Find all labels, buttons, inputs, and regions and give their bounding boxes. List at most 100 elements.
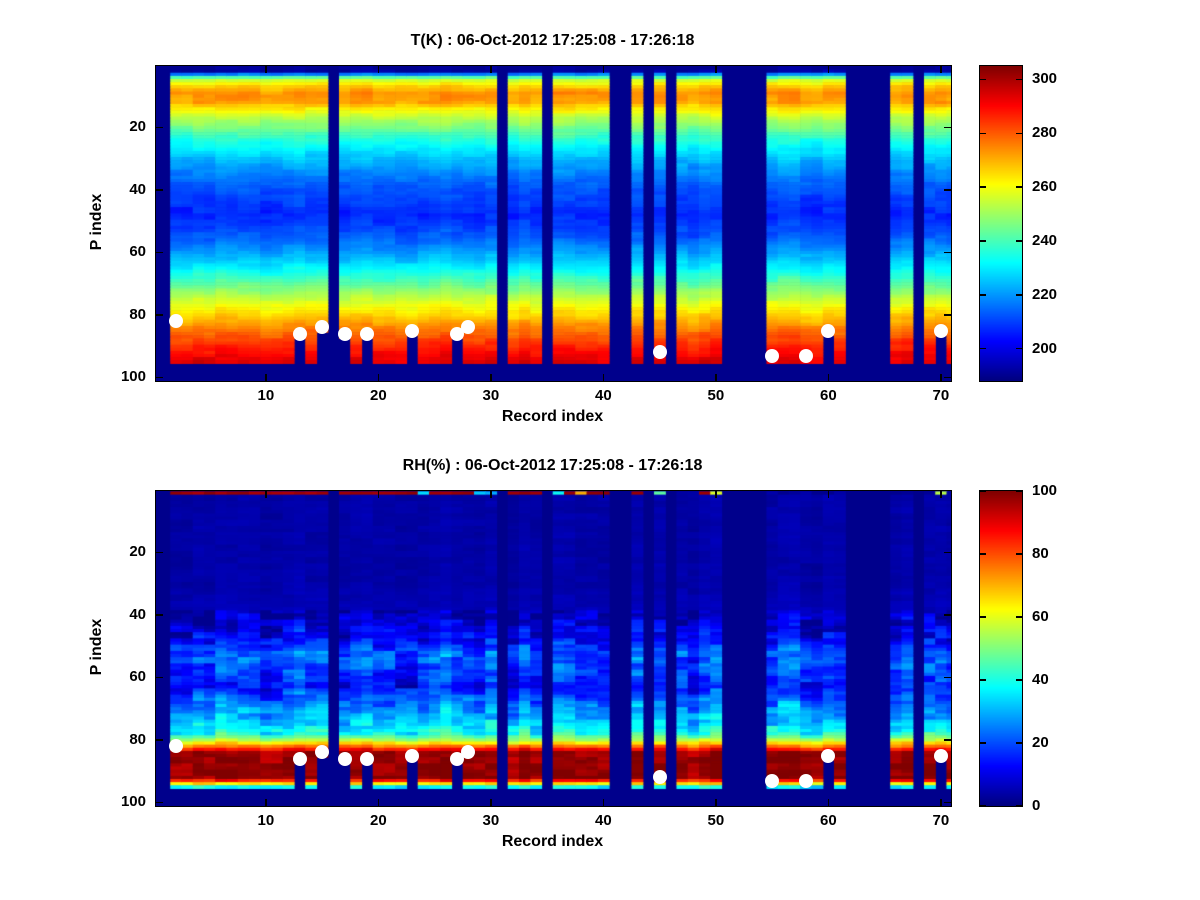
- x-axis-tick-mark: [490, 374, 492, 381]
- y-tick-label: 80: [129, 730, 146, 748]
- x-axis-tick-mark: [265, 374, 267, 381]
- x-tick-label: 70: [932, 812, 950, 829]
- colorbar-tick-label: 40: [1032, 671, 1049, 688]
- x-axis-tick-mark: [490, 491, 492, 498]
- x-tick-label: 60: [820, 387, 837, 404]
- colorbar-tick-mark: [1016, 132, 1022, 135]
- y-axis-tick-mark: [156, 739, 163, 741]
- surface-marker-dot: [360, 751, 375, 766]
- colorbar-tick-label: 240: [1032, 232, 1058, 249]
- colorbar-tick-mark: [1016, 490, 1022, 492]
- y-axis-tick-mark: [156, 614, 163, 616]
- colorbar-tick-mark: [1016, 240, 1022, 242]
- x-tick-label: 20: [370, 812, 387, 829]
- x-axis-tick-mark: [715, 491, 717, 498]
- heatmap-canvas: [156, 66, 951, 381]
- axis-ticks-layer: [156, 491, 951, 806]
- x-axis-tick-mark: [265, 491, 267, 498]
- y-axis-tick-mark: [944, 376, 951, 379]
- tick-labels-layer: 10 20 30 40 50 60 70 20 40 60 80 100: [121, 66, 951, 404]
- surface-marker-dot: [765, 773, 780, 788]
- x-axis-tick-mark: [940, 66, 942, 73]
- y-axis-tick-mark: [944, 251, 951, 254]
- x-axis-tick-mark: [602, 491, 605, 498]
- x-axis-tick-mark: [377, 66, 380, 73]
- y-tick-label: 100: [120, 793, 146, 811]
- axis-ticks-layer: [156, 66, 951, 381]
- colorbar-tick-label: 280: [1032, 124, 1058, 142]
- colorbar-tick-label: 300: [1032, 70, 1058, 88]
- x-tick-label: 10: [257, 387, 275, 404]
- x-axis-tick-mark: [377, 799, 380, 806]
- colorbar-tick-mark: [1016, 553, 1022, 555]
- colorbar-tick-label: 0: [1032, 797, 1041, 814]
- surface-marker-dot: [168, 739, 183, 754]
- colorbar-tick-mark: [980, 186, 986, 188]
- y-axis-tick-mark: [944, 126, 951, 129]
- colorbar-labels-layer: 200 220 240 260 280 300: [980, 66, 1057, 381]
- x-axis-label: Record index: [501, 833, 604, 850]
- y-axis-tick-mark: [944, 189, 951, 191]
- y-tick-label: 40: [129, 605, 146, 623]
- y-tick-label: 60: [129, 668, 146, 686]
- x-tick-label: 20: [370, 387, 387, 404]
- y-axis-tick-mark: [944, 676, 951, 679]
- x-axis-tick-mark: [602, 374, 605, 381]
- colorbar-tick-mark: [980, 294, 986, 296]
- y-axis-tick-mark: [156, 314, 163, 316]
- colorbar-canvas: [980, 66, 1022, 381]
- x-tick-label: 40: [595, 387, 612, 404]
- colorbar-tick-mark: [980, 132, 986, 135]
- colorbar-tick-label: 20: [1032, 734, 1049, 751]
- x-axis-tick-mark: [940, 374, 942, 381]
- y-axis-tick-mark: [156, 376, 163, 379]
- colorbar-tick-mark: [1016, 294, 1022, 296]
- colorbar-tick-label: 260: [1032, 178, 1058, 196]
- colorbar-tick-mark: [980, 240, 986, 242]
- x-axis-tick-mark: [827, 799, 830, 806]
- x-axis-tick-mark: [827, 374, 830, 381]
- x-axis-tick-mark: [490, 799, 492, 806]
- surface-marker-dot: [450, 326, 465, 341]
- y-axis-tick-mark: [156, 126, 163, 129]
- colorbar-tick-mark: [1016, 616, 1022, 618]
- plot-title-temperature: T(K) : 06-Oct-2012 17:25:08 - 17:26:18: [410, 32, 695, 49]
- surface-marker-dot: [821, 748, 836, 763]
- colorbar-tick-mark: [1016, 742, 1022, 744]
- x-tick-label: 50: [707, 387, 725, 404]
- surface-dots-layer: [156, 66, 951, 381]
- colorbar-tick-mark: [980, 490, 986, 492]
- y-tick-label: 60: [129, 243, 146, 261]
- x-axis-tick-mark: [602, 66, 605, 73]
- colorbar: 0 20 40 60 80 100: [979, 482, 1057, 814]
- surface-marker-dot: [450, 751, 465, 766]
- colorbar: 200 220 240 260 280 300: [979, 65, 1057, 382]
- y-axis-tick-mark: [944, 314, 951, 316]
- x-tick-label: 30: [482, 387, 500, 404]
- x-axis-tick-mark: [265, 66, 267, 73]
- y-axis-tick-mark: [944, 551, 951, 554]
- x-axis-tick-mark: [715, 799, 717, 806]
- x-tick-label: 70: [932, 387, 950, 404]
- plot-title-humidity: RH(%) : 06-Oct-2012 17:25:08 - 17:26:18: [402, 457, 703, 474]
- tick-labels-layer: 10 20 30 40 50 60 70 20 40 60 80 100: [121, 491, 951, 829]
- x-axis-tick-mark: [827, 491, 830, 498]
- surface-marker-dot: [461, 320, 476, 335]
- surface-marker-dot: [292, 326, 307, 341]
- y-tick-label: 100: [120, 368, 146, 386]
- x-tick-label: 30: [482, 812, 500, 829]
- y-tick-label: 40: [129, 180, 146, 198]
- colorbar-tick-mark: [1016, 679, 1022, 681]
- x-axis-tick-mark: [940, 799, 942, 806]
- y-tick-label: 20: [129, 118, 146, 136]
- colorbar-tick-mark: [1016, 78, 1022, 81]
- x-axis-tick-mark: [715, 66, 717, 73]
- x-tick-label: 60: [820, 812, 837, 829]
- colorbar-tick-mark: [980, 347, 986, 350]
- surface-marker-dot: [798, 348, 813, 363]
- x-tick-label: 40: [595, 812, 612, 829]
- y-axis-tick-mark: [156, 676, 163, 679]
